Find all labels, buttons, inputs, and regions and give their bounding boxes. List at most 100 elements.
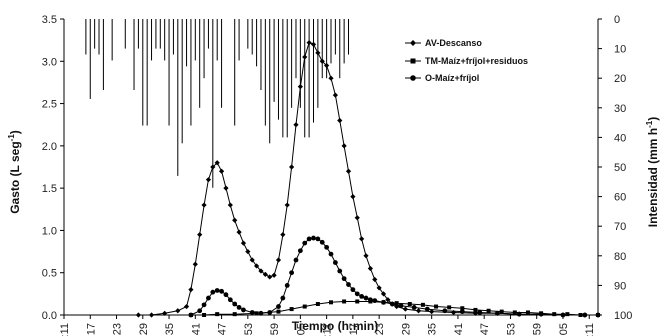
data-point-diamond	[223, 185, 229, 191]
data-point-diamond	[306, 40, 312, 46]
x-tick-label: 14:53	[505, 323, 517, 336]
x-tick-label: 13:59	[269, 323, 281, 336]
x-tick-label: 13:53	[243, 323, 255, 336]
x-tick-label: 13:41	[190, 323, 202, 336]
x-tick-label: 15:05	[558, 323, 570, 336]
data-point-square	[578, 313, 583, 317]
data-point-square	[394, 301, 399, 306]
data-point-circle	[411, 304, 417, 310]
data-point-square	[420, 302, 425, 307]
data-point-square	[202, 313, 207, 317]
data-point-circle	[337, 268, 343, 274]
data-point-diamond	[192, 261, 198, 267]
data-point-diamond	[214, 160, 220, 166]
data-point-diamond	[310, 41, 317, 47]
data-point-square	[499, 309, 504, 314]
data-point-diamond	[293, 122, 299, 128]
y-tick-label: 0.0	[42, 310, 57, 322]
data-point-circle	[201, 302, 207, 308]
data-point-diamond	[324, 62, 330, 69]
y2-tick-label: 0	[614, 14, 620, 26]
y2-tick-label: 10	[614, 44, 626, 56]
y2-tick-label: 100	[614, 310, 632, 322]
data-point-circle	[232, 301, 238, 307]
y2-tick-label: 50	[614, 162, 626, 174]
data-point-circle	[319, 239, 325, 245]
data-point-circle	[332, 260, 338, 265]
data-point-diamond	[240, 240, 247, 246]
data-point-diamond	[232, 217, 238, 223]
y2-tick-label: 60	[614, 192, 626, 204]
data-point-diamond	[227, 202, 233, 208]
data-point-diamond	[245, 248, 251, 255]
data-point-circle	[341, 276, 347, 282]
data-point-circle	[350, 287, 356, 293]
data-point-square	[486, 308, 491, 313]
data-point-diamond	[332, 92, 338, 98]
y-axis-right: 0 10 20 30 40 50 60 70 80 90 100	[598, 14, 632, 322]
data-point-circle	[398, 303, 404, 309]
data-point-diamond	[197, 232, 203, 238]
y-tick-label: 3.0	[42, 56, 57, 68]
data-point-circle	[442, 308, 448, 314]
data-point-circle	[311, 235, 316, 241]
data-point-square	[254, 311, 259, 316]
y-tick-label: 0.5	[42, 268, 57, 280]
data-point-diamond	[376, 285, 382, 291]
data-point-circle	[381, 299, 386, 305]
data-point-square	[302, 304, 307, 309]
x-tick-label: 13:23	[112, 323, 124, 336]
data-point-diamond	[275, 257, 282, 263]
data-point-square	[315, 302, 320, 307]
y2-tick-label: 70	[614, 221, 626, 233]
data-point-square	[342, 299, 347, 304]
legend: AV-Descanso TM-Maíz+fríjol+residuos O-Maíz…	[405, 38, 528, 83]
data-point-circle	[582, 312, 588, 318]
data-point-circle	[214, 288, 220, 293]
data-point-square	[525, 310, 530, 315]
data-point-diamond	[148, 312, 155, 318]
data-point-diamond	[262, 271, 268, 278]
series-markers	[135, 40, 601, 318]
data-point-diamond	[367, 265, 373, 272]
data-point-circle	[389, 301, 395, 307]
data-point-circle	[477, 310, 483, 315]
data-point-diamond	[315, 50, 321, 56]
data-point-circle	[219, 288, 224, 294]
legend-marker-diamond	[410, 40, 416, 46]
data-point-diamond	[258, 268, 264, 274]
y2-tick-label: 30	[614, 103, 626, 115]
data-point-diamond	[271, 272, 277, 278]
data-point-diamond	[249, 257, 255, 263]
data-point-diamond	[429, 309, 435, 315]
data-point-circle	[249, 310, 255, 315]
data-point-diamond	[280, 232, 286, 238]
data-point-circle	[297, 248, 303, 254]
data-point-circle	[538, 311, 544, 317]
data-point-circle	[324, 244, 330, 250]
data-point-circle	[302, 240, 308, 246]
data-point-circle	[354, 291, 360, 297]
x-axis: 13:11 13:17 13:23 13:29 13:35 13:41 13:47 13:53…	[59, 315, 596, 336]
data-point-diamond	[380, 291, 387, 297]
data-point-square	[565, 312, 570, 317]
x-tick-label: 14:23	[374, 323, 386, 336]
data-point-diamond	[183, 303, 190, 310]
data-point-circle	[206, 295, 211, 301]
data-point-circle	[306, 236, 312, 242]
data-point-diamond	[175, 308, 181, 314]
data-point-circle	[276, 304, 281, 309]
data-point-diamond	[289, 164, 295, 170]
data-point-circle	[494, 310, 500, 316]
data-point-diamond	[253, 263, 260, 269]
data-point-square	[407, 302, 412, 307]
x-tick-label: 13:47	[217, 323, 229, 336]
data-point-square	[215, 312, 220, 317]
data-point-circle	[372, 298, 378, 304]
data-point-square	[232, 312, 237, 317]
data-point-circle	[236, 304, 242, 310]
y2-tick-label: 40	[614, 132, 626, 144]
data-point-diamond	[385, 297, 391, 303]
data-point-diamond	[328, 75, 334, 81]
